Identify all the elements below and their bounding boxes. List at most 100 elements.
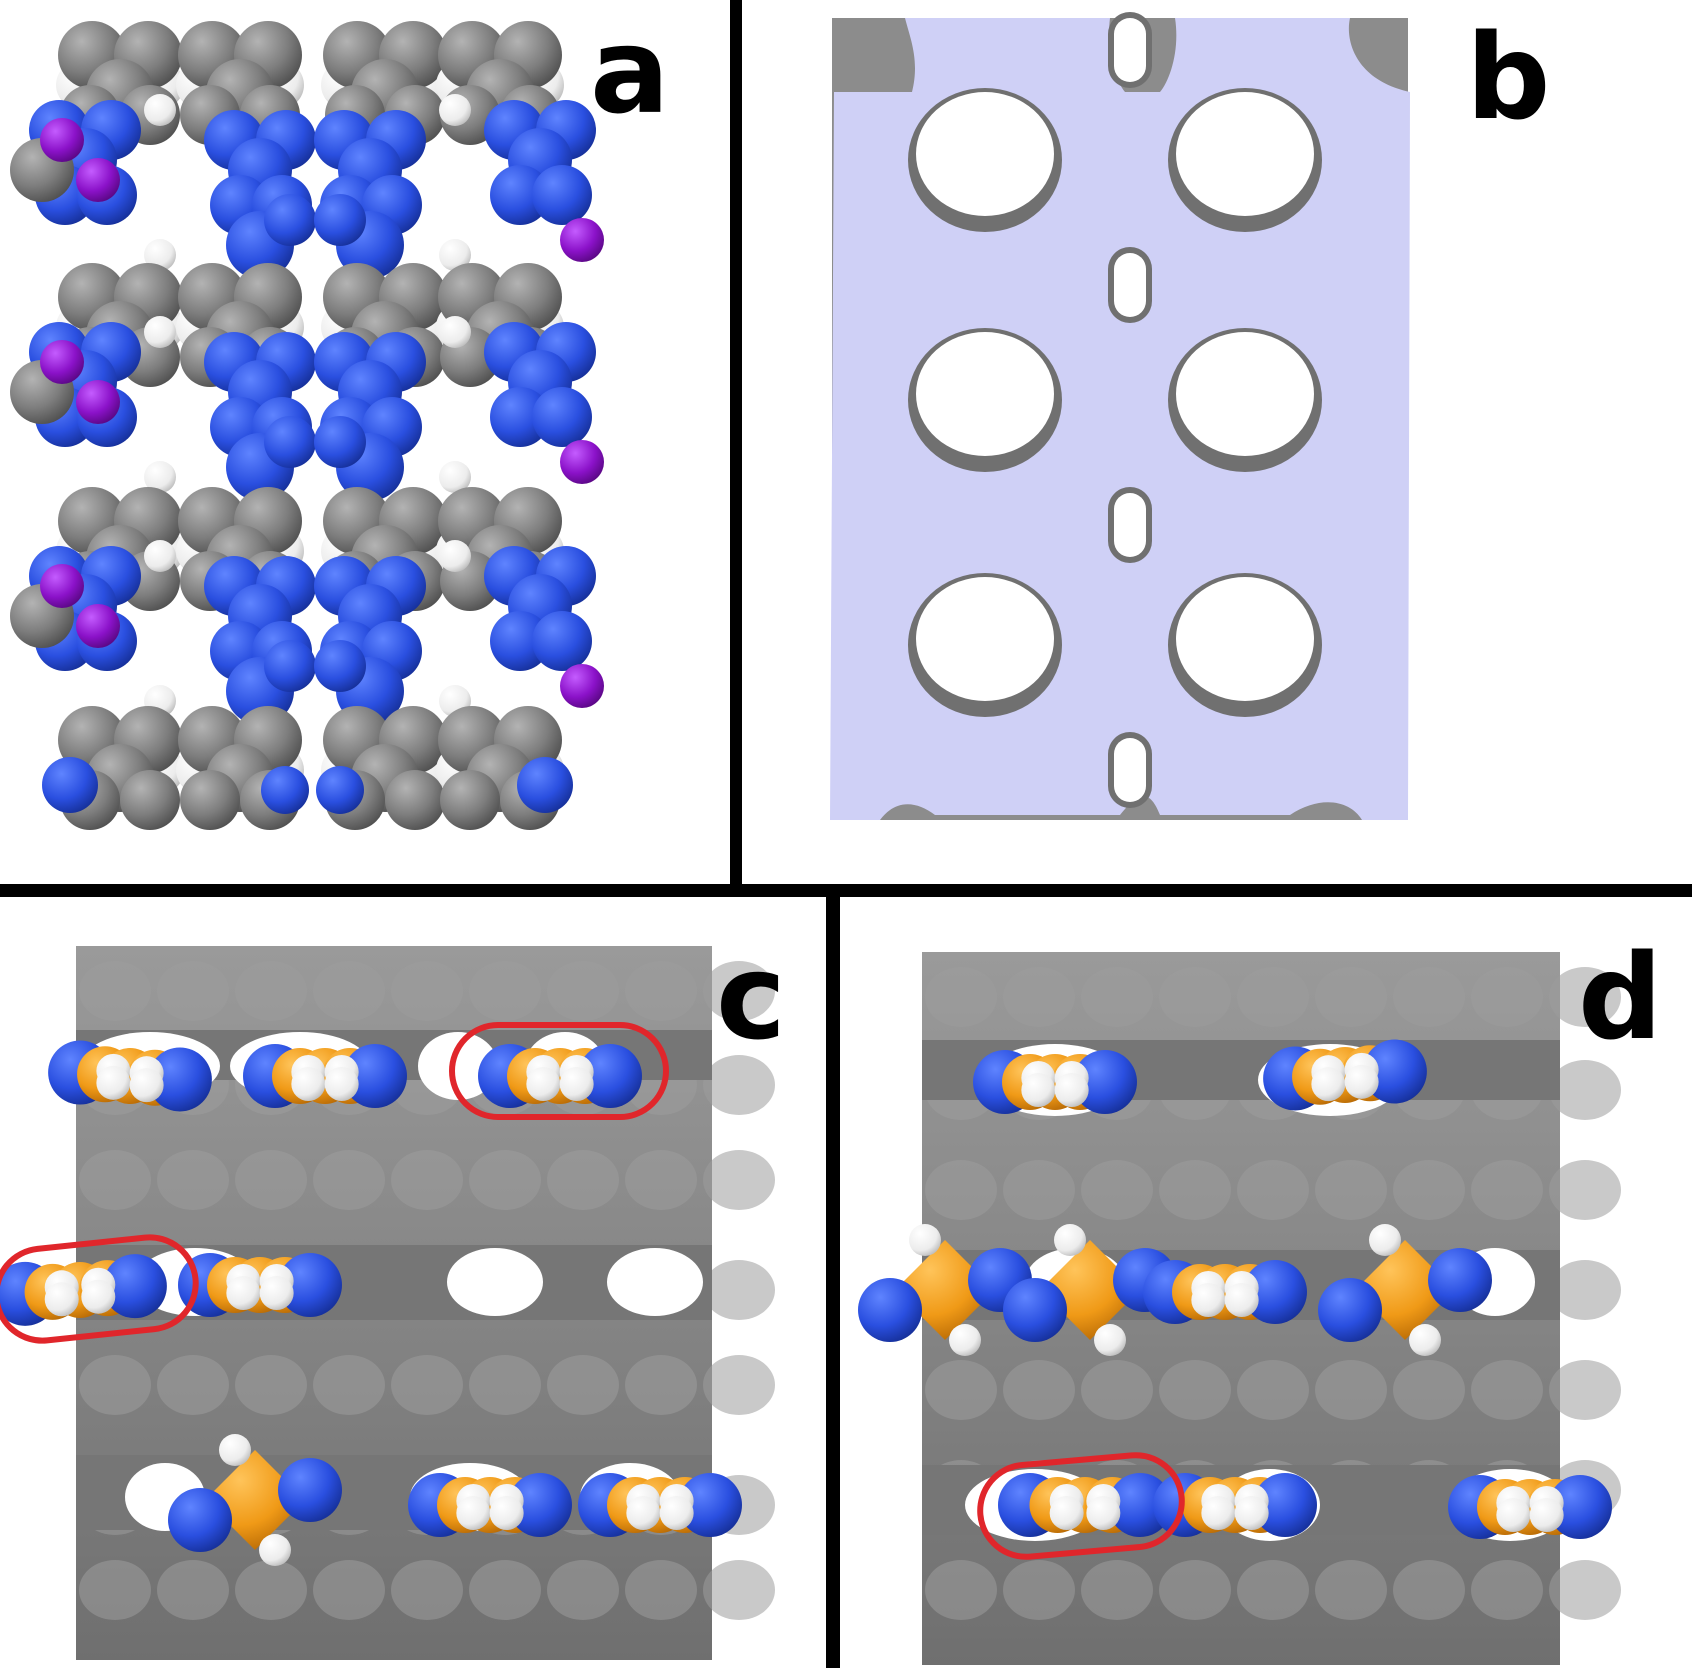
atom-sphere [343, 1044, 407, 1108]
panel-c-highlight-ring-top [449, 1022, 669, 1120]
atom-sphere [40, 118, 84, 162]
atom-sphere [1409, 1324, 1441, 1356]
atom-sphere [144, 94, 176, 126]
atom-sphere [76, 380, 120, 424]
atom-sphere [324, 1067, 359, 1101]
atom-sphere [1428, 1248, 1492, 1312]
atom-sphere [659, 1496, 694, 1530]
atom-sphere [1344, 1064, 1379, 1099]
atom-sphere [264, 194, 316, 246]
atom-sphere [264, 416, 316, 468]
atom-sphere [219, 1434, 251, 1466]
atom-sphere [385, 770, 445, 830]
atom-sphere [559, 1067, 594, 1101]
atom-sphere [526, 1067, 561, 1101]
atom-sphere [439, 540, 471, 572]
panel-label-d: d [1578, 928, 1663, 1066]
atom-sphere [489, 1496, 524, 1530]
atom-sphere [456, 1496, 491, 1530]
atom-sphere [490, 611, 550, 671]
atom-sphere [1094, 1324, 1126, 1356]
atom-sphere [532, 165, 592, 225]
atom-sphere [1318, 1278, 1382, 1342]
channel-hole [1176, 577, 1314, 701]
small-channel [1114, 253, 1146, 317]
panel-c [0, 946, 775, 1660]
small-channel [1114, 18, 1146, 82]
atom-sphere [261, 766, 309, 814]
atom-sphere [1234, 1496, 1269, 1530]
atom-sphere [1054, 1224, 1086, 1256]
atom-sphere [96, 1065, 131, 1100]
pore-opening [447, 1248, 543, 1316]
atom-sphere [626, 1496, 661, 1530]
pore-opening [607, 1248, 703, 1316]
atom-sphere [440, 770, 500, 830]
atom-sphere [490, 387, 550, 447]
atom-sphere [1369, 1224, 1401, 1256]
atom-sphere [40, 340, 84, 384]
small-channel [1114, 738, 1146, 802]
atom-sphere [532, 387, 592, 447]
atom-sphere [560, 440, 604, 484]
atom-sphere [578, 1044, 642, 1108]
panel-a [10, 21, 604, 830]
channel-hole [1176, 92, 1314, 216]
atom-sphere [147, 1047, 212, 1112]
channel-hole [916, 577, 1054, 701]
atom-sphere [439, 461, 471, 493]
channel-hole [916, 332, 1054, 456]
atom-sphere [1243, 1260, 1307, 1324]
atom-sphere [180, 770, 240, 830]
atom-sphere [278, 1458, 342, 1522]
atom-sphere [1003, 1278, 1067, 1342]
atom-sphere [1548, 1475, 1612, 1539]
panel-c-guest-molecules [0, 1040, 742, 1566]
channel-hole [916, 92, 1054, 216]
atom-sphere [858, 1278, 922, 1342]
atom-sphere [1108, 1473, 1172, 1537]
atom-sphere [1021, 1073, 1056, 1107]
atom-sphere [291, 1067, 326, 1101]
divider-vertical-top [730, 0, 742, 892]
atom-sphere [439, 316, 471, 348]
atom-sphere [264, 640, 316, 692]
atom-sphere [909, 1224, 941, 1256]
atom-sphere [508, 1473, 572, 1537]
atom-sphere [144, 540, 176, 572]
divider-horizontal [0, 884, 1692, 897]
atom-sphere [490, 165, 550, 225]
atom-sphere [316, 766, 364, 814]
channel-hole [1176, 332, 1314, 456]
atom-sphere [1191, 1283, 1226, 1317]
atom-sphere [1073, 1050, 1137, 1114]
atom-sphere [259, 1276, 294, 1310]
atom-sphere [314, 640, 366, 692]
atom-sphere [532, 611, 592, 671]
atom-sphere [560, 664, 604, 708]
panel-label-b: b [1466, 8, 1551, 146]
atom-sphere [439, 239, 471, 271]
atom-sphere [144, 316, 176, 348]
atom-sphere [259, 1534, 291, 1566]
atom-sphere [120, 770, 180, 830]
atom-sphere [1496, 1498, 1531, 1532]
panel-d [858, 952, 1621, 1665]
atom-sphere [144, 239, 176, 271]
atom-sphere [314, 194, 366, 246]
atom-sphere [76, 158, 120, 202]
atom-sphere [1049, 1496, 1084, 1530]
atom-sphere [678, 1473, 742, 1537]
panel-c-highlight-ring-middle [0, 1234, 199, 1344]
divider-vertical-bottom [826, 896, 840, 1668]
panel-label-a: a [590, 2, 670, 140]
atom-sphere [102, 1254, 167, 1319]
atom-sphere [1362, 1039, 1427, 1104]
atom-sphere [226, 1276, 261, 1310]
atom-sphere [81, 1279, 116, 1314]
atom-sphere [560, 218, 604, 262]
atom-sphere [439, 94, 471, 126]
atom-sphere [517, 757, 573, 813]
atom-sphere [278, 1253, 342, 1317]
